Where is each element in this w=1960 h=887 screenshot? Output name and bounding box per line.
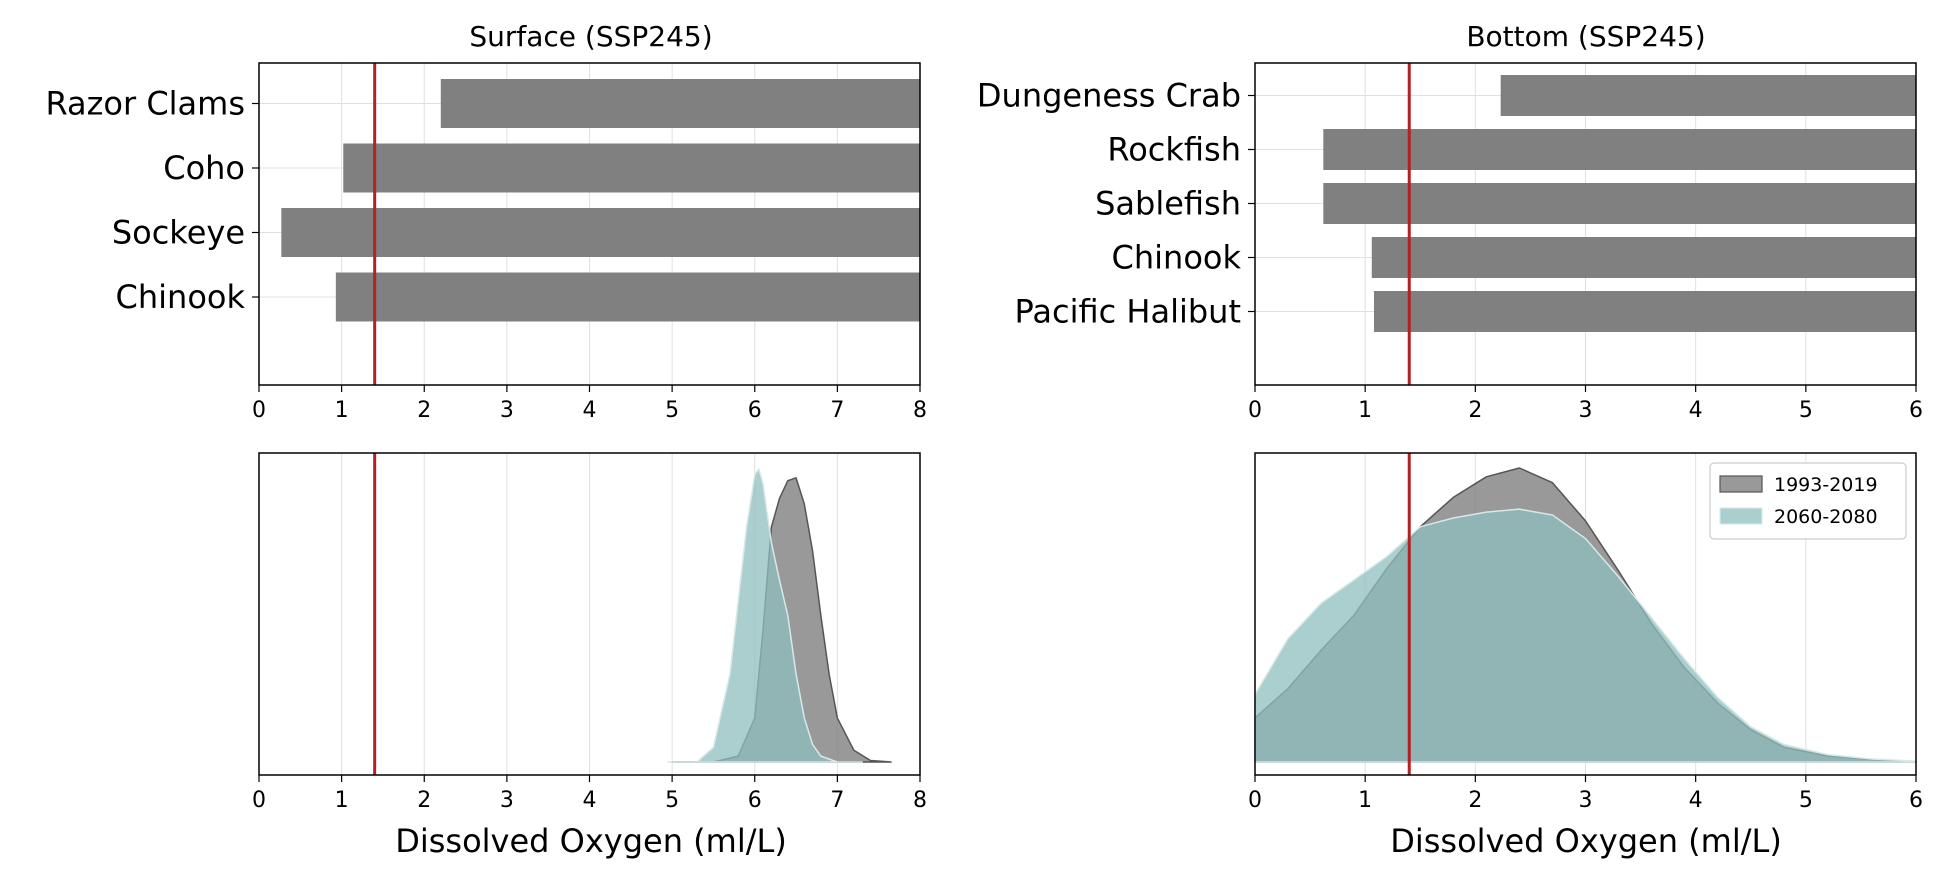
bottom-bars-xtick-label: 5 [1799, 398, 1813, 423]
surface-density-xtick-label: 2 [417, 788, 431, 813]
surface-xaxis-label: Dissolved Oxygen (ml/L) [395, 822, 787, 860]
surface-density-panel: Dissolved Oxygen (ml/L) 0 1 2 3 4 5 6 7 8 [252, 452, 927, 860]
bottom-bars-bar [1323, 129, 1916, 170]
surface-bars-bar [281, 208, 921, 257]
surface-bars-bar [343, 143, 921, 193]
surface-density-xtick-label: 3 [500, 788, 514, 813]
surface-bars-xtick-label: 4 [583, 398, 597, 423]
surface-density-xtick-label: 4 [583, 788, 597, 813]
bottom-density-xtick-label: 2 [1468, 788, 1482, 813]
bottom-density-xtick-label: 4 [1689, 788, 1703, 813]
bottom-density-xtick-label: 1 [1358, 788, 1372, 813]
surface-bars-xtick-label: 2 [417, 398, 431, 423]
surface-panel-title: Surface (SSP245) [469, 20, 712, 53]
legend-label-future: 2060-2080 [1774, 506, 1878, 528]
surface-bar-panel: Surface (SSP245) Razor Clams Coho Sockeye C… [45, 20, 927, 423]
surface-bars-xtick-label: 6 [748, 398, 762, 423]
surface-bars-xtick-label: 1 [335, 398, 349, 423]
surface-density-xtick-label: 0 [252, 788, 266, 813]
bottom-bars-bar [1373, 291, 1916, 332]
surface-bars-category-label: Chinook [116, 278, 246, 316]
bottom-bars-xtick-label: 0 [1248, 398, 1262, 423]
bottom-density-xtick-label: 6 [1909, 788, 1923, 813]
surface-bars-xtick-label: 3 [500, 398, 514, 423]
bottom-bars-bar [1323, 183, 1916, 224]
bottom-density-xtick-label: 5 [1799, 788, 1813, 813]
bottom-density-xtick-label: 3 [1579, 788, 1593, 813]
bottom-panel-title: Bottom (SSP245) [1466, 20, 1705, 53]
surface-density-xtick-label: 7 [830, 788, 844, 813]
bottom-bars-xtick-label: 4 [1689, 398, 1703, 423]
bottom-bars-xtick-label: 3 [1579, 398, 1593, 423]
surface-density-xtick-label: 1 [335, 788, 349, 813]
surface-density-xtick-label: 5 [665, 788, 679, 813]
surface-density-future-area [667, 468, 863, 763]
bottom-bars-category-label: Rockfish [1107, 131, 1241, 169]
surface-bars-xtick-label: 5 [665, 398, 679, 423]
bottom-bars-xtick-label: 2 [1468, 398, 1482, 423]
surface-bars-xtick-label: 0 [252, 398, 266, 423]
legend-swatch-future [1719, 507, 1763, 525]
legend-swatch-historical [1719, 475, 1763, 493]
legend-label-historical: 1993-2019 [1774, 474, 1878, 496]
surface-density-xtick-label: 6 [748, 788, 762, 813]
surface-bars-category-label: Razor Clams [45, 85, 245, 123]
bottom-xaxis-label: Dissolved Oxygen (ml/L) [1390, 822, 1782, 860]
surface-bars-bar [335, 272, 920, 322]
bottom-bar-panel: Bottom (SSP245) Dungeness Crab Rockfish Sa… [977, 20, 1923, 423]
surface-bars-bar [440, 79, 920, 128]
surface-density-xtick-label: 8 [913, 788, 927, 813]
bottom-bars-xtick-label: 6 [1909, 398, 1923, 423]
legend: 1993-2019 2060-2080 [1709, 462, 1907, 540]
bottom-density-future-area [1254, 508, 1917, 763]
surface-bars-category-label: Coho [163, 149, 245, 187]
bottom-density-xtick-label: 0 [1248, 788, 1262, 813]
surface-bars-xtick-label: 8 [913, 398, 927, 423]
bottom-bars-category-label: Dungeness Crab [977, 77, 1241, 115]
bottom-bars-xtick-label: 1 [1358, 398, 1372, 423]
surface-bars-category-label: Sockeye [112, 214, 245, 252]
surface-bars-xtick-label: 7 [830, 398, 844, 423]
bottom-bars-category-label: Chinook [1112, 239, 1242, 277]
bottom-bars-bar [1500, 75, 1916, 116]
bottom-density-panel: Dissolved Oxygen (ml/L) 0 1 2 3 4 5 6 1993-2019… [1248, 452, 1923, 860]
bottom-bars-category-label: Pacific Halibut [1015, 293, 1241, 331]
bottom-bars-bar [1371, 237, 1916, 278]
bottom-bars-category-label: Sablefish [1095, 185, 1241, 223]
